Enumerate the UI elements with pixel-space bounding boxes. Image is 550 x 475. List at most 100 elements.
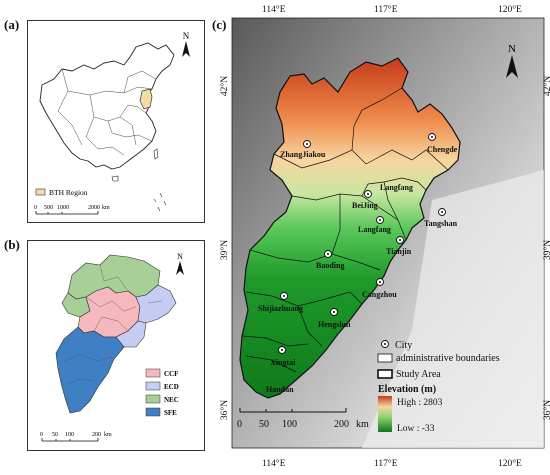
city-tangshan: Tangshan [424, 208, 458, 228]
svg-text:Baoding: Baoding [316, 261, 344, 270]
north-label: N [177, 252, 183, 261]
study-area [239, 57, 461, 399]
china-outline [39, 42, 175, 170]
north-label: N [183, 31, 190, 41]
legend-ccf: CCF [164, 370, 178, 378]
admin-boundaries [241, 87, 449, 373]
svg-text:500: 500 [44, 205, 53, 211]
svg-text:42°N: 42°N [219, 76, 230, 96]
city-chengde: Chengde [427, 133, 458, 154]
svg-text:0: 0 [34, 205, 37, 211]
elevation-title: Elevation (m) [378, 384, 436, 395]
city-xingtai: Xingtai [270, 346, 296, 367]
elevation-map: ZhangJiakou Chengde Langfang BeiJing Lan… [219, 4, 550, 469]
svg-text:Langfang: Langfang [358, 225, 391, 234]
study-legend-label: Study Area [396, 369, 441, 380]
svg-text:117°E: 117°E [374, 4, 398, 15]
svg-text:2000: 2000 [88, 205, 100, 211]
svg-text:50: 50 [52, 432, 58, 438]
elevation-high: High : 2803 [397, 398, 443, 408]
city-markers: ZhangJiakou Chengde Langfang BeiJing Lan… [258, 133, 458, 394]
panel-b-label: (b) [4, 237, 20, 252]
elevation-ramp [378, 396, 392, 432]
north-arrow-icon: N [506, 43, 518, 78]
lat-ticks-left: 42°N 39°N 36°N [219, 76, 230, 420]
city-shijiazhuang: Shijiazhuang [258, 292, 303, 313]
region-legend: CCF ECD NEC SFE [145, 368, 179, 417]
city-hengshui: Hengshui [318, 308, 351, 329]
svg-text:0: 0 [237, 419, 242, 430]
north-label: N [508, 43, 516, 55]
svg-text:Tangshan: Tangshan [424, 219, 458, 228]
scale-bar-a: 0 500 1000 2000 km [34, 205, 110, 215]
panel-a: N BTH Region 0 500 1000 2000 km [27, 20, 205, 223]
city-zhangjiakou: ZhangJiakou [280, 140, 326, 159]
city-tianjin: Tianjin [386, 236, 412, 256]
svg-text:Xingtai: Xingtai [270, 358, 296, 367]
svg-text:39°N: 39°N [542, 240, 550, 260]
bth-region-highlight [139, 88, 153, 110]
lon-ticks-bottom: 114°E 117°E 120°E [262, 458, 522, 469]
svg-text:1000: 1000 [57, 205, 69, 211]
sea-area [362, 170, 544, 448]
svg-text:ZhangJiakou: ZhangJiakou [280, 150, 326, 159]
svg-text:100: 100 [282, 419, 297, 430]
svg-text:120°E: 120°E [498, 458, 522, 469]
svg-text:200: 200 [334, 419, 349, 430]
hainan-island [111, 175, 119, 182]
panel-b: N CCF ECD NEC SFE 0 50 100 200 km [27, 240, 205, 451]
svg-text:Cangzhou: Cangzhou [362, 290, 397, 299]
city-beijing: BeiJing [352, 190, 378, 210]
svg-text:BeiJing: BeiJing [352, 201, 378, 210]
svg-text:Shijiazhuang: Shijiazhuang [258, 304, 303, 313]
svg-text:117°E: 117°E [374, 458, 398, 469]
city-legend-label: City [395, 340, 412, 351]
province-lines [57, 68, 157, 156]
region-map: N CCF ECD NEC SFE 0 50 100 200 km [40, 252, 184, 442]
map-legend: City administrative boundaries Study Are… [377, 340, 500, 434]
svg-text:114°E: 114°E [262, 458, 286, 469]
study-legend-swatch [377, 369, 393, 379]
taiwan-island [153, 148, 159, 160]
city-cangzhou: Cangzhou [362, 278, 397, 299]
svg-text:100: 100 [65, 432, 74, 438]
panel-c-label: (c) [212, 17, 227, 32]
county-lines [63, 264, 163, 386]
city-langfang-north: Langfang [380, 183, 413, 192]
svg-text:Chengde: Chengde [427, 145, 458, 154]
svg-text:42°N: 42°N [542, 76, 550, 96]
svg-text:36°N: 36°N [542, 400, 550, 420]
svg-text:50: 50 [259, 419, 269, 430]
svg-text:km: km [102, 205, 110, 211]
panel-a-label: (a) [4, 17, 20, 32]
svg-text:114°E: 114°E [262, 4, 286, 15]
svg-text:36°N: 36°N [219, 400, 230, 420]
svg-text:Langfang: Langfang [380, 183, 413, 192]
legend-ecd: ECD [164, 383, 179, 391]
north-arrow-icon: N [176, 252, 184, 275]
bth-legend-swatch [35, 188, 46, 196]
north-arrow-icon: N [182, 31, 190, 57]
city-baoding: Baoding [316, 250, 344, 270]
svg-text:39°N: 39°N [219, 240, 230, 260]
svg-text:km: km [356, 419, 369, 430]
svg-text:0: 0 [40, 432, 43, 438]
china-map: N BTH Region 0 500 1000 2000 km [34, 31, 190, 215]
bth-legend-label: BTH Region [49, 188, 88, 197]
svg-text:km: km [104, 432, 112, 438]
svg-text:Tianjin: Tianjin [386, 247, 412, 256]
scale-bar-c: 0 50 100 200 km [237, 408, 369, 430]
admin-legend-swatch [377, 353, 393, 363]
admin-legend-label: administrative boundaries [396, 353, 500, 364]
lon-ticks-top: 114°E 117°E 120°E [262, 4, 522, 15]
legend-sfe: SFE [164, 409, 177, 417]
svg-text:Hengshui: Hengshui [318, 320, 351, 329]
elevation-low: Low : -33 [397, 424, 435, 434]
city-handan: Handan [266, 385, 294, 394]
sea-islands [153, 192, 167, 212]
svg-text:200: 200 [92, 432, 101, 438]
sfe-region [55, 326, 125, 414]
svg-text:120°E: 120°E [498, 4, 522, 15]
scale-bar-b: 0 50 100 200 km [40, 432, 112, 442]
city-langfang: Langfang [358, 216, 391, 234]
